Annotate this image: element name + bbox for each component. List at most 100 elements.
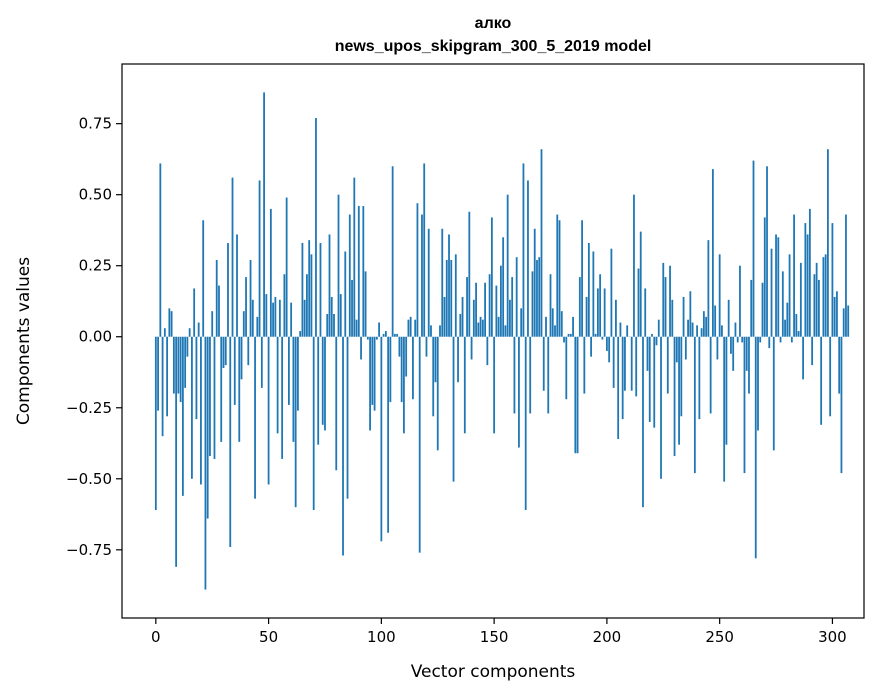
bar xyxy=(585,296,588,337)
x-tick-label: 0 xyxy=(151,628,161,646)
bar xyxy=(184,336,187,388)
bar xyxy=(222,336,225,368)
bar xyxy=(723,336,726,482)
bar xyxy=(285,197,288,337)
bar xyxy=(224,336,227,366)
bar xyxy=(599,274,602,337)
bar xyxy=(366,336,369,340)
bar xyxy=(206,336,209,519)
bar xyxy=(739,265,741,337)
bar xyxy=(587,242,590,337)
bar xyxy=(213,336,216,459)
bar xyxy=(617,336,620,440)
bar xyxy=(486,336,489,366)
bar xyxy=(258,180,261,337)
chart-subtitle: news_upos_skipgram_300_5_2019 model xyxy=(335,38,652,55)
bar xyxy=(161,336,164,437)
bar xyxy=(335,336,338,471)
bar xyxy=(556,214,559,337)
bar xyxy=(448,234,450,337)
bar xyxy=(267,336,270,485)
bar xyxy=(276,336,279,434)
bar xyxy=(247,336,250,366)
bar xyxy=(806,234,809,337)
bar xyxy=(348,214,351,337)
bar xyxy=(400,336,403,403)
bar xyxy=(355,319,358,337)
bar xyxy=(154,336,157,511)
bar xyxy=(736,336,739,343)
bar xyxy=(461,296,464,337)
bar xyxy=(515,257,518,337)
bar xyxy=(608,336,611,363)
bar xyxy=(633,194,635,337)
bar xyxy=(466,277,468,337)
bar xyxy=(563,336,565,343)
bar xyxy=(218,285,220,337)
bar xyxy=(714,305,717,337)
bar xyxy=(531,271,534,337)
bar xyxy=(572,316,574,337)
bar xyxy=(457,336,459,383)
bar xyxy=(351,279,353,337)
bar xyxy=(777,237,780,337)
bar xyxy=(427,228,430,337)
bar xyxy=(838,336,841,394)
bar xyxy=(468,211,471,337)
bar xyxy=(371,336,374,405)
bar xyxy=(626,325,629,337)
bar xyxy=(360,336,362,360)
bar xyxy=(687,319,689,337)
bar xyxy=(443,296,446,337)
bar xyxy=(673,336,676,457)
x-axis-label: Vector components xyxy=(411,662,576,682)
bar xyxy=(727,299,730,337)
bar xyxy=(439,325,441,337)
bar xyxy=(527,180,529,337)
bar xyxy=(637,268,640,337)
bar xyxy=(768,336,771,349)
bar xyxy=(759,336,762,343)
bar xyxy=(522,163,525,337)
bar xyxy=(675,336,678,363)
bar xyxy=(452,336,455,482)
bar xyxy=(752,160,755,337)
bar xyxy=(375,336,378,340)
bar xyxy=(382,333,385,337)
bar xyxy=(520,308,523,337)
y-tick-label: −0.25 xyxy=(66,399,112,417)
bar xyxy=(540,149,543,337)
y-tick-label: 0.50 xyxy=(79,186,112,204)
bar xyxy=(191,336,193,479)
bar xyxy=(231,177,234,337)
bar xyxy=(170,311,173,337)
bar xyxy=(249,260,252,337)
bar xyxy=(775,234,777,337)
bar xyxy=(621,336,624,420)
bar xyxy=(445,260,448,337)
bar xyxy=(168,308,171,337)
y-axis: −0.75 −0.50 −0.25 0.00 0.25 0.50 0.75 xyxy=(66,115,122,559)
bar xyxy=(678,336,680,445)
bar xyxy=(569,333,572,337)
bar xyxy=(518,336,520,448)
bar xyxy=(421,214,423,337)
bar xyxy=(750,279,753,337)
y-tick-label: −0.75 xyxy=(66,541,112,559)
bar xyxy=(653,336,656,428)
bar xyxy=(657,319,660,337)
x-tick-label: 200 xyxy=(593,628,622,646)
bar xyxy=(181,336,184,496)
bar xyxy=(319,242,322,337)
bar xyxy=(594,333,597,337)
bar xyxy=(432,336,435,417)
bar xyxy=(403,336,405,434)
bar xyxy=(639,231,642,337)
bar xyxy=(845,214,847,337)
bar xyxy=(836,291,838,337)
y-tick-label: 0.00 xyxy=(79,328,112,346)
bar xyxy=(265,294,268,337)
bar xyxy=(166,336,168,417)
bar xyxy=(702,311,705,337)
bar xyxy=(784,319,786,337)
